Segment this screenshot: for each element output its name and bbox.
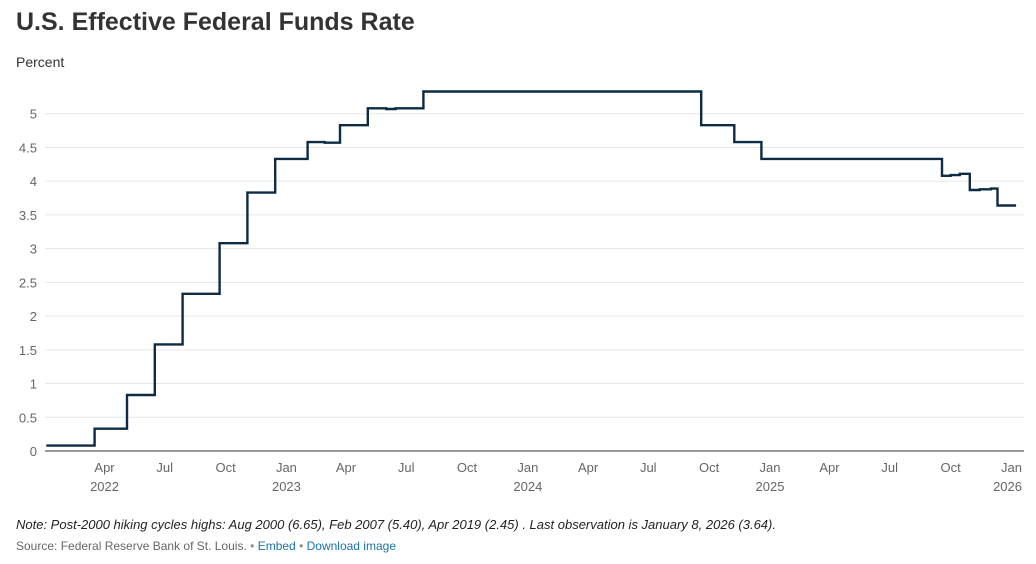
x-tick-label: Jan: [1001, 460, 1022, 475]
chart-title: U.S. Effective Federal Funds Rate: [16, 8, 415, 36]
y-tick-label: 2.5: [19, 275, 37, 290]
y-axis-unit-label: Percent: [16, 54, 65, 70]
y-tick-label: 3: [30, 242, 37, 257]
x-tick-year-label: 2023: [272, 479, 301, 494]
series-line: [46, 90, 1017, 447]
line-chart: 0 0.5 1 1.5 2 2.5 3 3.5 4 4.5 5 Apr 2022 Jul Oct Jan 202…: [19, 90, 1024, 494]
y-tick-label: 5: [30, 107, 37, 122]
x-tick-label: Apr: [819, 460, 840, 475]
x-tick-year-label: 2026: [993, 479, 1022, 494]
x-tick-label: Oct: [699, 460, 720, 475]
y-tick-label: 0: [30, 444, 37, 459]
embed-link[interactable]: Embed: [257, 539, 296, 553]
x-tick-label: Oct: [457, 460, 478, 475]
x-tick-year-label: 2022: [90, 479, 119, 494]
x-tick-label: Jan: [517, 460, 538, 475]
x-tick-label: Apr: [336, 460, 357, 475]
x-tick-year-label: 2025: [756, 479, 785, 494]
x-tick-label: Jan: [276, 460, 297, 475]
download-image-link[interactable]: Download image: [306, 539, 396, 553]
x-tick-label: Oct: [940, 460, 961, 475]
source-text: Source: Federal Reserve Bank of St. Loui…: [16, 539, 247, 553]
y-tick-label: 1.5: [19, 343, 37, 358]
x-tick-label: Jan: [760, 460, 781, 475]
y-tick-label: 2: [30, 309, 37, 324]
x-tick-label: Jul: [398, 460, 415, 475]
y-tick-label: 4: [30, 174, 37, 189]
y-tick-label: 0.5: [19, 410, 37, 425]
x-tick-label: Jul: [640, 460, 657, 475]
y-tick-label: 1: [30, 377, 37, 392]
y-tick-label: 4.5: [19, 140, 37, 155]
x-tick-label: Oct: [215, 460, 236, 475]
chart-note: Note: Post-2000 hiking cycles highs: Aug…: [16, 517, 776, 532]
x-tick-label: Apr: [94, 460, 115, 475]
x-tick-year-label: 2024: [513, 479, 542, 494]
separator-bullet: •: [250, 539, 255, 553]
separator-bullet: •: [299, 539, 304, 553]
x-tick-label: Apr: [578, 460, 599, 475]
y-tick-label: 3.5: [19, 208, 37, 223]
x-tick-label: Jul: [156, 460, 173, 475]
x-tick-label: Jul: [881, 460, 898, 475]
source-line: Source: Federal Reserve Bank of St. Loui…: [16, 539, 396, 553]
